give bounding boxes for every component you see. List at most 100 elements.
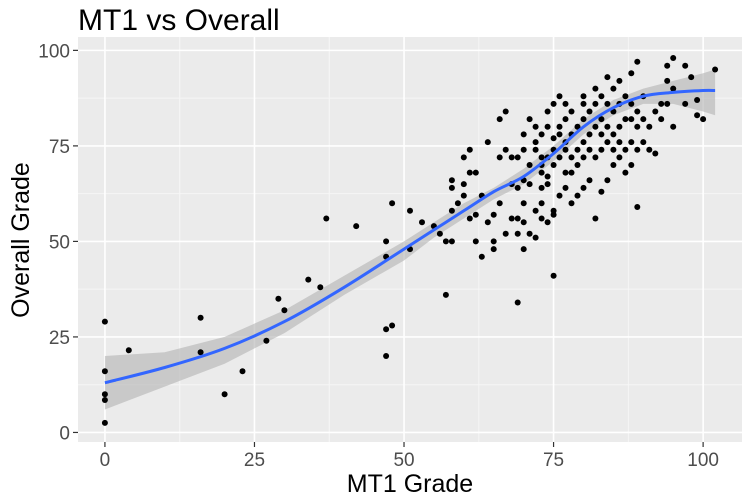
data-point (101, 391, 108, 398)
data-point (562, 146, 569, 153)
data-point (682, 100, 689, 107)
data-point (305, 276, 312, 283)
data-point (568, 154, 575, 161)
x-tick-label: 50 (393, 450, 414, 471)
data-point (532, 234, 539, 241)
data-point (550, 100, 557, 107)
data-point (574, 192, 581, 199)
data-point (580, 154, 587, 161)
data-point (604, 139, 611, 146)
data-point (604, 74, 611, 81)
data-point (670, 123, 677, 130)
data-point (389, 200, 396, 207)
data-point (520, 219, 527, 226)
data-point (460, 181, 467, 188)
data-point (616, 139, 623, 146)
data-point (101, 419, 108, 426)
data-point (514, 299, 521, 306)
data-point (502, 230, 509, 237)
data-point (598, 93, 605, 100)
data-point (101, 397, 108, 403)
data-point (125, 347, 132, 354)
data-point (586, 146, 593, 153)
data-point (700, 116, 707, 123)
data-point (592, 123, 599, 130)
data-point (550, 162, 557, 168)
data-point (263, 337, 270, 344)
data-point (556, 192, 563, 199)
x-tick-label: 75 (543, 450, 564, 471)
smooth-line (104, 88, 716, 385)
data-point (544, 108, 551, 115)
data-point (712, 66, 719, 73)
data-point (526, 162, 533, 168)
data-point (448, 207, 455, 214)
data-point (628, 139, 635, 146)
data-point (550, 272, 557, 279)
data-point (640, 139, 647, 146)
data-point (520, 246, 527, 253)
data-point (448, 177, 455, 184)
data-point (580, 116, 587, 123)
x-tick-label: 25 (244, 450, 265, 471)
data-point (101, 368, 108, 375)
data-point (634, 123, 641, 130)
data-point (634, 58, 641, 65)
data-point (538, 154, 545, 161)
data-point (598, 146, 605, 153)
data-point (628, 100, 635, 107)
data-point (622, 169, 629, 176)
data-point (460, 192, 467, 199)
data-point (532, 139, 539, 146)
data-point (490, 238, 497, 245)
data-point (466, 215, 473, 222)
data-point (490, 246, 497, 253)
data-point (592, 215, 599, 222)
data-point (664, 100, 671, 107)
data-point (664, 77, 671, 84)
data-point (598, 188, 605, 195)
data-point (658, 100, 665, 107)
data-point (323, 215, 330, 222)
data-point (580, 93, 587, 100)
data-point (514, 230, 521, 237)
data-point (634, 146, 641, 153)
data-point (514, 184, 521, 191)
data-point (694, 97, 701, 103)
data-point (562, 184, 569, 191)
data-point (574, 146, 581, 153)
confidence-band (104, 69, 716, 410)
data-point (622, 93, 629, 100)
data-point (448, 184, 455, 191)
data-point (604, 123, 611, 130)
data-point (478, 253, 485, 260)
data-point (604, 100, 611, 107)
major-gridlines (78, 37, 742, 442)
chart-title: MT1 vs Overall (78, 4, 280, 37)
data-point (442, 291, 449, 298)
data-point (526, 181, 533, 188)
data-point (508, 215, 515, 222)
data-point (628, 116, 635, 123)
data-point (664, 62, 671, 69)
data-point (532, 123, 539, 130)
data-point (544, 123, 551, 130)
x-tick-label: 0 (100, 450, 111, 471)
data-point (383, 326, 390, 333)
data-point (598, 116, 605, 123)
data-point (574, 162, 581, 168)
y-tick-label: 25 (49, 328, 70, 349)
y-tick-label: 50 (49, 232, 70, 253)
data-point (682, 62, 689, 69)
data-point (514, 215, 521, 222)
data-point (556, 93, 563, 100)
data-point (586, 131, 593, 138)
data-point (275, 295, 282, 302)
y-axis-ticks: 0 25 50 75 100 (38, 41, 78, 444)
data-point (610, 131, 617, 138)
data-point (526, 230, 533, 237)
data-point (562, 100, 569, 107)
data-point (520, 146, 527, 153)
data-point (670, 55, 677, 61)
data-point (610, 85, 617, 92)
